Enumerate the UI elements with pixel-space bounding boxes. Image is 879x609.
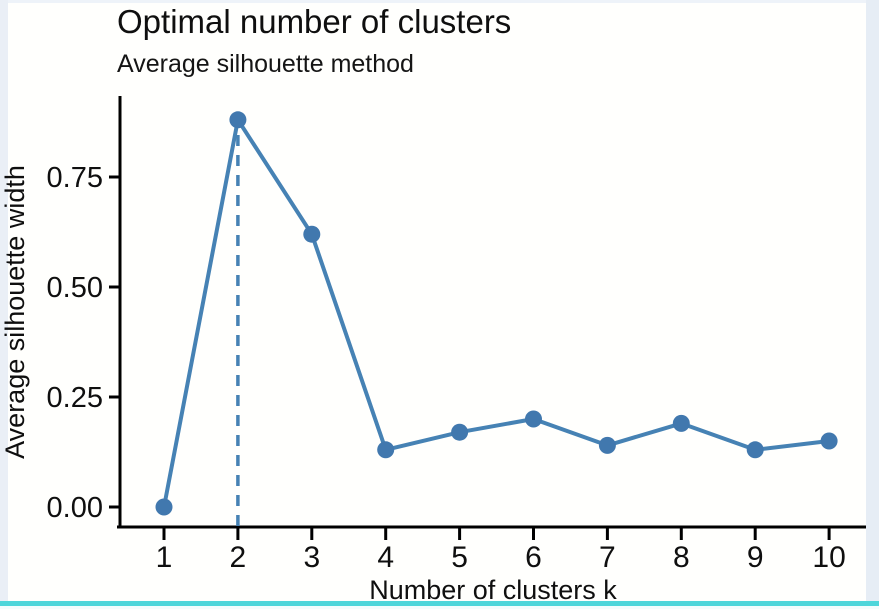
chart-subtitle: Average silhouette method: [117, 50, 414, 78]
data-point-k5: [451, 423, 469, 441]
data-point-k9: [746, 441, 764, 459]
data-point-k1: [155, 498, 173, 516]
x-tick-label: 10: [812, 541, 845, 574]
x-axis-title: Number of clusters k: [369, 575, 617, 605]
data-point-k7: [598, 436, 616, 454]
y-tick-label: 0.50: [47, 272, 103, 304]
x-tick-label: 4: [377, 541, 394, 574]
x-tick-label: 7: [599, 541, 616, 574]
y-tick-label: 0.00: [47, 492, 103, 524]
data-point-k8: [672, 414, 690, 432]
x-tick-label: 6: [525, 541, 542, 574]
x-tick-label: 8: [673, 541, 690, 574]
x-tick-label: 3: [303, 541, 320, 574]
x-tick-label: 9: [747, 541, 764, 574]
data-point-k4: [377, 441, 395, 459]
y-axis-title: Average silhouette width: [0, 165, 30, 459]
bottom-padding: [0, 606, 879, 609]
window-edge-left: [0, 0, 8, 601]
data-point-k10: [820, 432, 838, 450]
bottom-accent-bar: [0, 601, 879, 606]
x-tick-label: 2: [230, 541, 247, 574]
y-tick-label: 0.75: [47, 162, 103, 194]
data-point-k2: [229, 111, 247, 129]
x-tick-label: 5: [451, 541, 468, 574]
y-tick-label: 0.25: [47, 382, 103, 414]
window-edge-top: [0, 0, 879, 3]
series-line: [162, 117, 832, 509]
x-tick-label: 1: [156, 541, 173, 574]
data-point-k6: [525, 410, 542, 428]
chart-title: Optimal number of clusters: [117, 3, 512, 40]
window-edge-right: [866, 0, 879, 601]
data-point-k3: [303, 225, 321, 243]
